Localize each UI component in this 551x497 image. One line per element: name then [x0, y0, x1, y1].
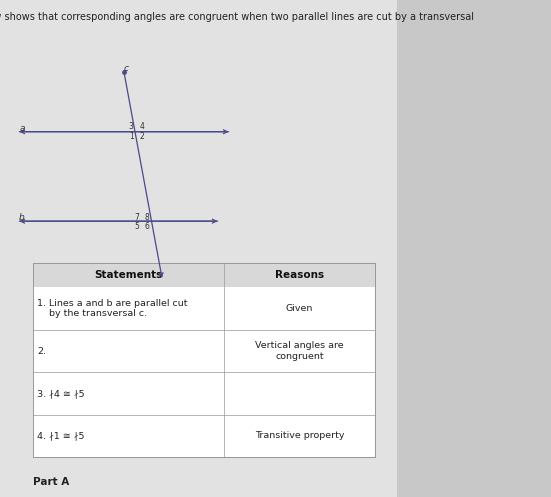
Text: Part A: Part A	[33, 477, 69, 487]
FancyBboxPatch shape	[33, 330, 375, 372]
Text: Transitive property: Transitive property	[255, 431, 344, 440]
Text: 5: 5	[135, 222, 139, 231]
Text: The proof below shows that corresponding angles are congruent when two parallel : The proof below shows that corresponding…	[0, 12, 474, 22]
Text: Vertical angles are
congruent: Vertical angles are congruent	[255, 341, 344, 361]
FancyBboxPatch shape	[33, 287, 375, 330]
Text: Reasons: Reasons	[275, 270, 324, 280]
Text: 4. ∤1 ≅ ∤5: 4. ∤1 ≅ ∤5	[37, 431, 85, 440]
Text: a: a	[19, 124, 25, 133]
Text: 7: 7	[135, 213, 139, 222]
Text: 8: 8	[145, 213, 149, 222]
Text: 2: 2	[139, 132, 144, 141]
Text: 3. ∤4 ≅ ∤5: 3. ∤4 ≅ ∤5	[37, 389, 85, 398]
Text: Given: Given	[286, 304, 313, 313]
Text: b: b	[19, 213, 25, 222]
FancyBboxPatch shape	[33, 263, 375, 457]
Text: 1: 1	[129, 132, 133, 141]
FancyBboxPatch shape	[33, 372, 375, 414]
FancyBboxPatch shape	[33, 414, 375, 457]
FancyBboxPatch shape	[0, 0, 397, 497]
FancyBboxPatch shape	[33, 263, 375, 287]
Text: 1. Lines a and b are parallel cut
    by the transversal c.: 1. Lines a and b are parallel cut by the…	[37, 299, 188, 318]
Text: Statements: Statements	[95, 270, 163, 280]
Text: 2.: 2.	[37, 346, 46, 355]
Text: 3: 3	[129, 122, 133, 131]
Text: 4: 4	[139, 122, 144, 131]
Text: 6: 6	[145, 222, 149, 231]
Text: c: c	[123, 64, 128, 73]
